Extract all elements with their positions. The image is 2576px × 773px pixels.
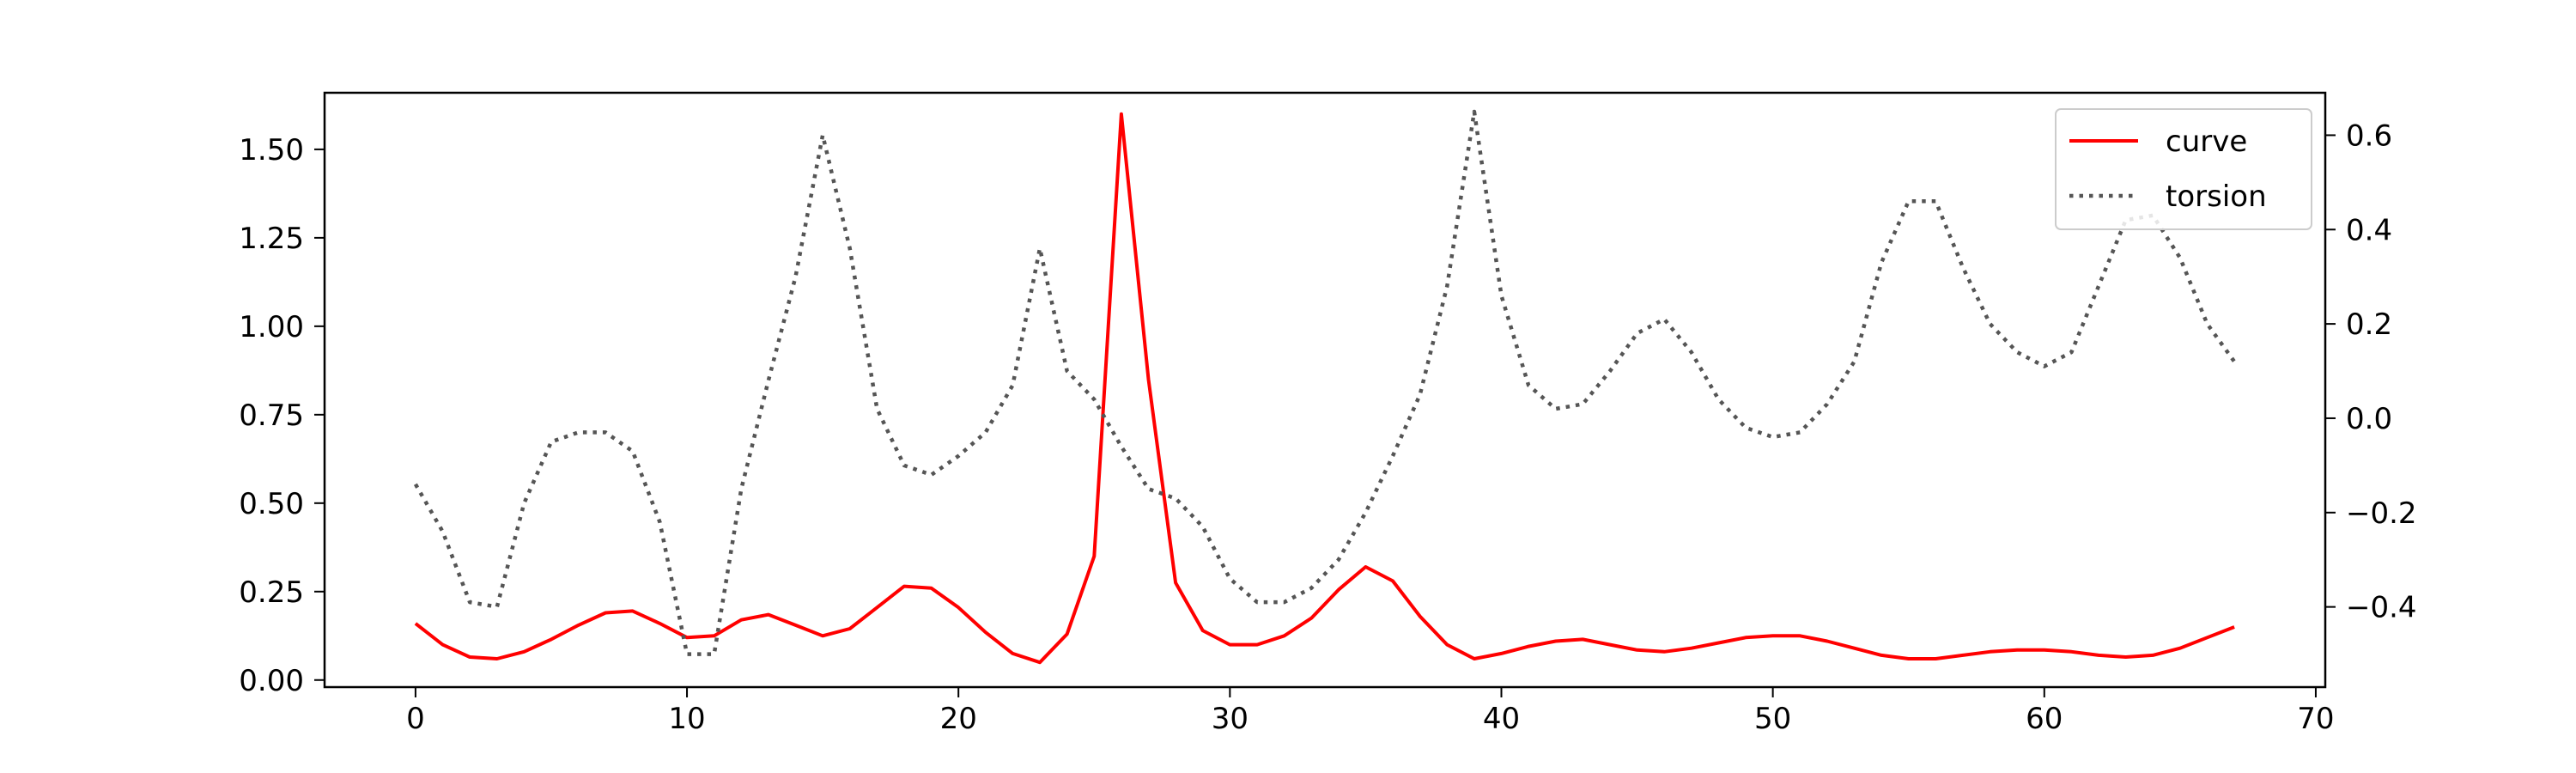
- axis-ticks: 0 10 20 30 40 50 60 70 0.00 0.25 0.50 0.75 1.00 1.25 1…: [239, 119, 2416, 736]
- y-left-tick-label: 0.75: [239, 399, 304, 433]
- x-tick-label: 10: [668, 702, 705, 736]
- series-line-curve: [414, 112, 2235, 665]
- x-tick-label: 50: [1754, 702, 1791, 736]
- y-left-tick-label: 0.25: [239, 575, 304, 610]
- x-tick-label: 30: [1212, 702, 1249, 736]
- y-left-tick-label: 1.00: [239, 310, 304, 344]
- y-left-tick-label: 0.00: [239, 664, 304, 698]
- y-left-tick-label: 1.50: [239, 133, 304, 167]
- y-right-tick-label: −0.4: [2346, 591, 2417, 625]
- series-line-torsion: [413, 109, 2236, 656]
- y-right-tick-label: 0.0: [2346, 402, 2392, 436]
- legend-label-curve: curve: [2166, 125, 2247, 159]
- y-left-tick-label: 0.50: [239, 487, 304, 521]
- y-right-tick-label: 0.2: [2346, 307, 2392, 342]
- x-tick-label: 20: [940, 702, 977, 736]
- x-tick-label: 40: [1483, 702, 1520, 736]
- y-right-tick-label: 0.4: [2346, 213, 2392, 247]
- y-right-tick-label: −0.2: [2346, 496, 2417, 531]
- x-tick-label: 70: [2297, 702, 2334, 736]
- x-tick-label: 60: [2026, 702, 2063, 736]
- legend-label-torsion: torsion: [2166, 180, 2267, 214]
- x-tick-label: 0: [406, 702, 425, 736]
- axes-frame: [323, 91, 2327, 689]
- y-left-tick-label: 1.25: [239, 222, 304, 256]
- y-right-tick-label: 0.6: [2346, 119, 2392, 153]
- plot-area: [413, 109, 2236, 665]
- legend: curve torsion: [2055, 108, 2312, 230]
